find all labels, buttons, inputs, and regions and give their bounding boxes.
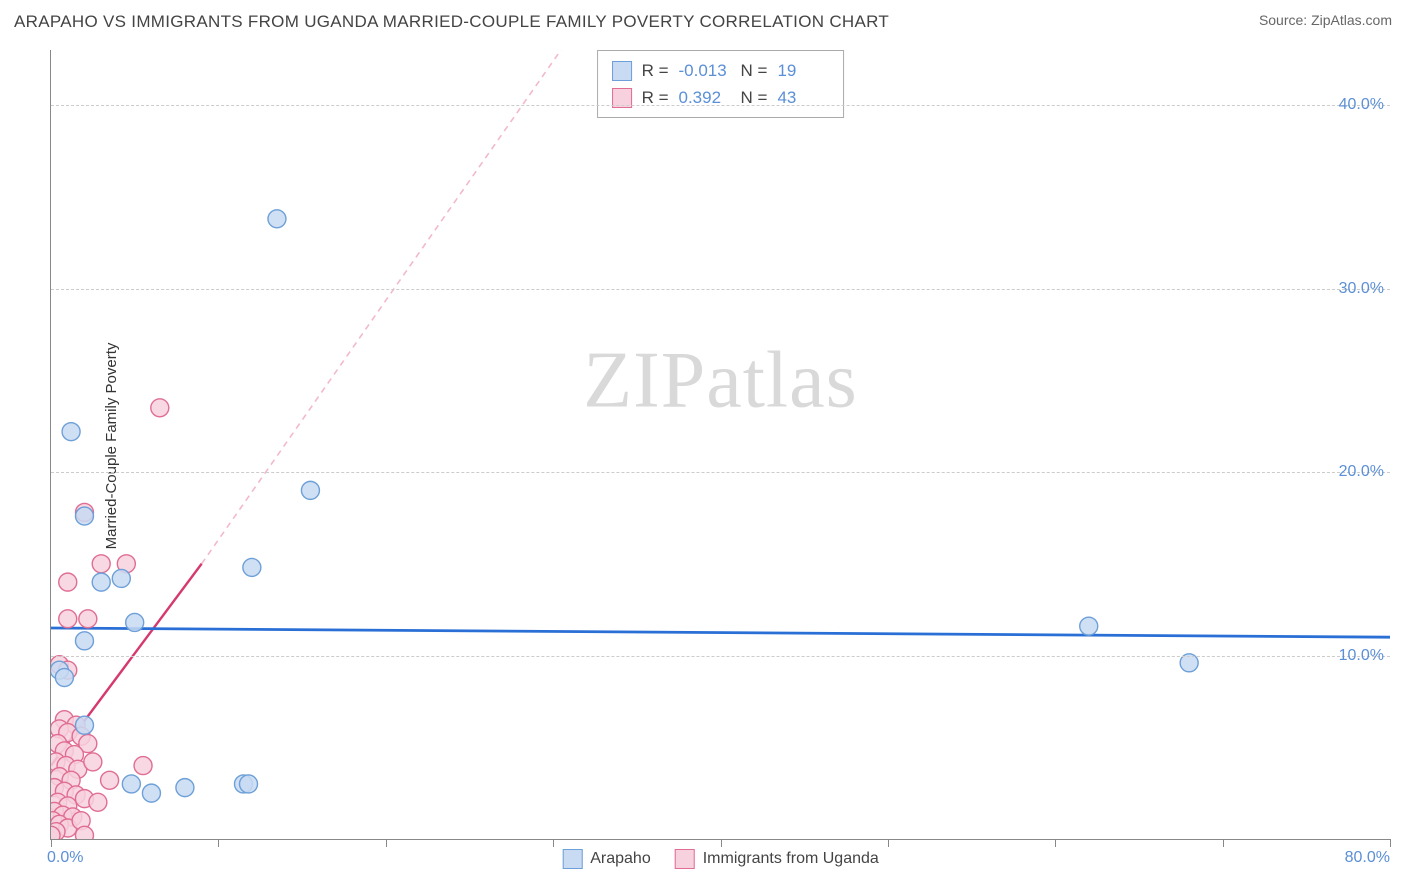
x-tick — [218, 839, 219, 847]
x-tick — [888, 839, 889, 847]
chart-title: ARAPAHO VS IMMIGRANTS FROM UGANDA MARRIE… — [14, 12, 889, 32]
x-tick — [386, 839, 387, 847]
chart-header: ARAPAHO VS IMMIGRANTS FROM UGANDA MARRIE… — [14, 12, 1392, 32]
r-label: R = — [642, 57, 669, 84]
legend-label-1: Arapaho — [590, 850, 651, 868]
source-label: Source: ZipAtlas.com — [1259, 12, 1392, 28]
correlation-stats-box: R = -0.013 N = 19 R = 0.392 N = 43 — [597, 50, 845, 118]
r-value-1: -0.013 — [679, 57, 731, 84]
x-tick — [553, 839, 554, 847]
scatter-svg — [51, 50, 1390, 839]
y-tick-label: 20.0% — [1339, 463, 1384, 481]
chart-legend: Arapaho Immigrants from Uganda — [562, 849, 879, 869]
x-tick-label: 80.0% — [1345, 849, 1390, 867]
gridline-h — [51, 472, 1390, 473]
legend-swatch-2 — [675, 849, 695, 869]
stats-row-series-2: R = 0.392 N = 43 — [612, 84, 830, 111]
gridline-h — [51, 289, 1390, 290]
n-value-2: 43 — [777, 84, 829, 111]
legend-label-2: Immigrants from Uganda — [703, 850, 879, 868]
y-tick-label: 30.0% — [1339, 280, 1384, 298]
legend-item-2: Immigrants from Uganda — [675, 849, 879, 869]
x-tick — [1390, 839, 1391, 847]
watermark: ZIPatlas — [583, 336, 858, 427]
n-value-1: 19 — [777, 57, 829, 84]
y-tick-label: 40.0% — [1339, 96, 1384, 114]
chart-plot-area: ZIPatlas R = -0.013 N = 19 R = 0.392 N =… — [50, 50, 1390, 840]
r-value-2: 0.392 — [679, 84, 731, 111]
gridline-h — [51, 105, 1390, 106]
x-tick — [51, 839, 52, 847]
legend-item-1: Arapaho — [562, 849, 651, 869]
x-tick — [721, 839, 722, 847]
stats-row-series-1: R = -0.013 N = 19 — [612, 57, 830, 84]
y-tick-label: 10.0% — [1339, 647, 1384, 665]
gridline-h — [51, 656, 1390, 657]
x-tick — [1055, 839, 1056, 847]
r-label-2: R = — [642, 84, 669, 111]
x-tick-label: 0.0% — [47, 849, 83, 867]
n-label: N = — [741, 57, 768, 84]
legend-swatch-1 — [562, 849, 582, 869]
x-tick — [1223, 839, 1224, 847]
swatch-series-1 — [612, 61, 632, 81]
n-label-2: N = — [741, 84, 768, 111]
